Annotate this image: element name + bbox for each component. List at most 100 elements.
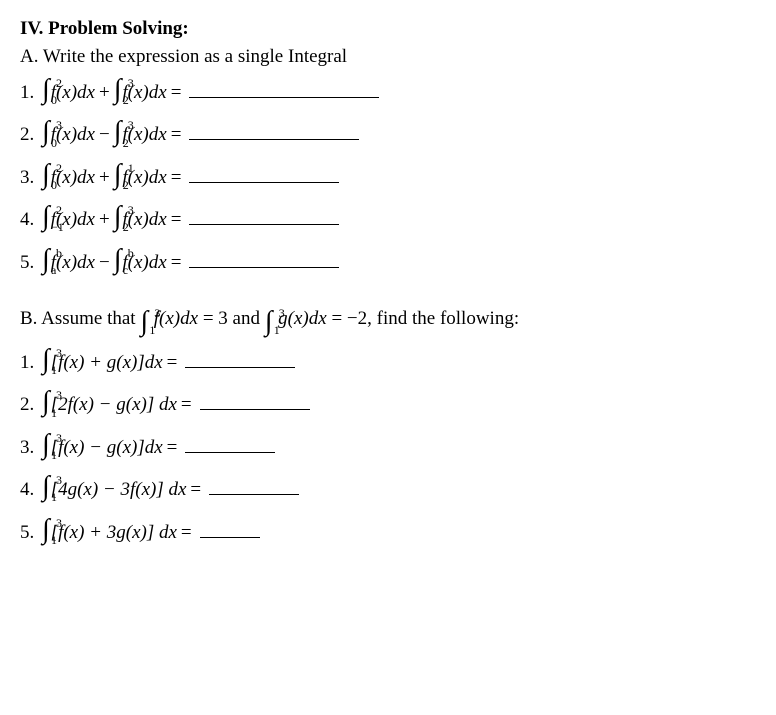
assume-int2-lower: 1 bbox=[274, 323, 280, 338]
operator: + bbox=[99, 163, 110, 193]
expression: ∫20f(x)dx+∫12f(x)dx= bbox=[42, 161, 339, 193]
operator: − bbox=[99, 248, 110, 278]
expression: ∫31[f(x) + 3g(x)] dx= bbox=[42, 516, 260, 548]
operator: + bbox=[99, 205, 110, 235]
int2-lower: c bbox=[123, 261, 128, 280]
int-lower: 1 bbox=[51, 404, 57, 423]
equals: = bbox=[181, 518, 192, 548]
assume-int2-val: = −2, bbox=[331, 308, 371, 329]
equals: = bbox=[167, 348, 178, 378]
assume-int2: ∫ 3 1 bbox=[265, 308, 273, 336]
operator: + bbox=[99, 78, 110, 108]
item-number: 5. bbox=[20, 518, 42, 548]
int2-lower: 2 bbox=[123, 91, 129, 110]
item-number: 1. bbox=[20, 348, 42, 378]
part-a-item: 2.∫30f(x)dx−∫32f(x)dx= bbox=[20, 118, 756, 150]
int-lower: 1 bbox=[51, 361, 57, 380]
expression: ∫20f(x)dx+∫32f(x)dx= bbox=[42, 76, 379, 108]
int-body: [2f(x) − g(x)] dx bbox=[51, 390, 177, 420]
answer-blank[interactable] bbox=[185, 433, 275, 453]
int1-lower: −1 bbox=[51, 218, 64, 237]
expression: ∫31[4g(x) − 3f(x)] dx= bbox=[42, 473, 299, 505]
part-b-item: 4.∫31[4g(x) − 3f(x)] dx= bbox=[20, 473, 756, 505]
part-a-title: A. Write the expression as a single Inte… bbox=[20, 46, 756, 68]
int-body: [f(x) + g(x)]dx bbox=[51, 348, 163, 378]
item-number: 4. bbox=[20, 205, 42, 235]
integral-1: ∫30 bbox=[42, 118, 50, 150]
integral: ∫31 bbox=[42, 431, 50, 463]
int2-lower: 2 bbox=[123, 218, 129, 237]
part-a-item: 1.∫20f(x)dx+∫32f(x)dx= bbox=[20, 76, 756, 108]
part-a-item: 3.∫20f(x)dx+∫12f(x)dx= bbox=[20, 161, 756, 193]
part-b-list: 1.∫31[f(x) + g(x)]dx=2.∫31[2f(x) − g(x)]… bbox=[20, 346, 756, 548]
expression: ∫31[f(x) + g(x)]dx= bbox=[42, 346, 295, 378]
integral: ∫31 bbox=[42, 516, 50, 548]
integral: ∫31 bbox=[42, 473, 50, 505]
expression: ∫30f(x)dx−∫32f(x)dx= bbox=[42, 118, 359, 150]
item-number: 2. bbox=[20, 120, 42, 150]
section-heading: IV. Problem Solving: bbox=[20, 18, 756, 40]
part-a-list: 1.∫20f(x)dx+∫32f(x)dx=2.∫30f(x)dx−∫32f(x… bbox=[20, 76, 756, 278]
integral-2: ∫bc bbox=[114, 246, 122, 278]
part-b-assume: B. Assume that ∫ 3 1 f(x)dx = 3 and ∫ 3 … bbox=[20, 308, 756, 336]
answer-blank[interactable] bbox=[189, 120, 359, 140]
answer-blank[interactable] bbox=[209, 475, 299, 495]
int2-lower: 2 bbox=[123, 176, 129, 195]
answer-blank[interactable] bbox=[200, 518, 260, 538]
integral-1: ∫2−1 bbox=[42, 203, 50, 235]
integral-1: ∫20 bbox=[42, 161, 50, 193]
answer-blank[interactable] bbox=[200, 390, 310, 410]
answer-blank[interactable] bbox=[189, 205, 339, 225]
equals: = bbox=[171, 248, 182, 278]
assume-pre: B. Assume that bbox=[20, 308, 140, 329]
assume-int1-val: = 3 bbox=[203, 308, 228, 329]
item-number: 3. bbox=[20, 433, 42, 463]
int-body: [4g(x) − 3f(x)] dx bbox=[51, 475, 187, 505]
integral-2: ∫32 bbox=[114, 76, 122, 108]
part-b-item: 2.∫31[2f(x) − g(x)] dx= bbox=[20, 388, 756, 420]
int1-lower: 0 bbox=[51, 134, 57, 153]
integral-1: ∫20 bbox=[42, 76, 50, 108]
answer-blank[interactable] bbox=[185, 348, 295, 368]
equals: = bbox=[181, 390, 192, 420]
equals: = bbox=[171, 78, 182, 108]
assume-int2-upper: 3 bbox=[279, 306, 285, 321]
part-b-item: 1.∫31[f(x) + g(x)]dx= bbox=[20, 346, 756, 378]
expression: ∫31[2f(x) − g(x)] dx= bbox=[42, 388, 310, 420]
item-number: 2. bbox=[20, 390, 42, 420]
integral-2: ∫12 bbox=[114, 161, 122, 193]
answer-blank[interactable] bbox=[189, 78, 379, 98]
int-body: [f(x) + 3g(x)] dx bbox=[51, 518, 177, 548]
part-a-item: 4.∫2−1f(x)dx+∫32f(x)dx= bbox=[20, 203, 756, 235]
part-b-item: 3.∫31[f(x) − g(x)]dx= bbox=[20, 431, 756, 463]
integral-2: ∫32 bbox=[114, 203, 122, 235]
answer-blank[interactable] bbox=[189, 248, 339, 268]
assume-and: and bbox=[233, 308, 265, 329]
int1-lower: 0 bbox=[51, 176, 57, 195]
operator: − bbox=[99, 120, 110, 150]
assume-post: find the following: bbox=[377, 308, 519, 329]
int-lower: 1 bbox=[51, 446, 57, 465]
int2-upper: b bbox=[128, 244, 134, 263]
integral-1: ∫ba bbox=[42, 246, 50, 278]
part-a-item: 5.∫baf(x)dx−∫bcf(x)dx= bbox=[20, 246, 756, 278]
integral: ∫31 bbox=[42, 388, 50, 420]
assume-int1-lower: 1 bbox=[149, 323, 155, 338]
item-number: 4. bbox=[20, 475, 42, 505]
integral: ∫31 bbox=[42, 346, 50, 378]
assume-int2-body: g(x)dx bbox=[278, 308, 327, 329]
answer-blank[interactable] bbox=[189, 163, 339, 183]
part-b-item: 5.∫31[f(x) + 3g(x)] dx= bbox=[20, 516, 756, 548]
int-lower: 1 bbox=[51, 488, 57, 507]
assume-int1-upper: 3 bbox=[154, 306, 160, 321]
int-lower: 1 bbox=[51, 531, 57, 550]
int1-lower: 0 bbox=[51, 91, 57, 110]
item-number: 3. bbox=[20, 163, 42, 193]
int-body: [f(x) − g(x)]dx bbox=[51, 433, 163, 463]
equals: = bbox=[167, 433, 178, 463]
assume-int1-body: f(x)dx bbox=[154, 308, 198, 329]
expression: ∫baf(x)dx−∫bcf(x)dx= bbox=[42, 246, 339, 278]
int1-lower: a bbox=[51, 261, 56, 280]
int1-upper: b bbox=[56, 244, 62, 263]
equals: = bbox=[190, 475, 201, 505]
